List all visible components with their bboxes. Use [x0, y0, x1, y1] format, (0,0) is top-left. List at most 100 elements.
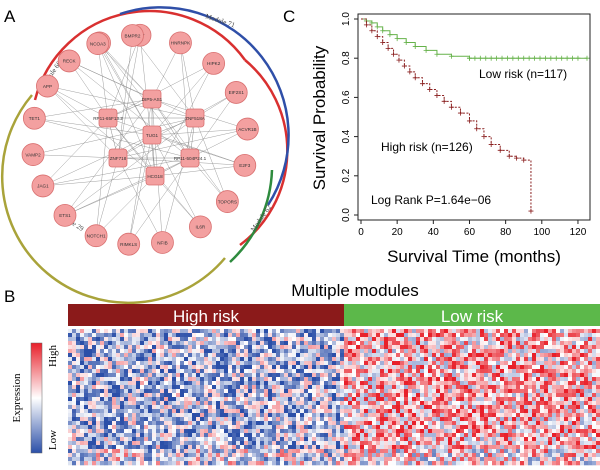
lncrna-node-dip5-as1[interactable] — [142, 89, 162, 109]
heatmap-cell — [108, 429, 113, 434]
heatmap-cell — [128, 409, 133, 414]
gene-node-hnrnpk[interactable] — [169, 31, 192, 55]
heatmap-cell — [516, 405, 521, 410]
heatmap-cell — [120, 437, 125, 442]
gene-node-ets1[interactable] — [53, 203, 77, 227]
heatmap-cell — [208, 349, 213, 354]
gene-node-bmpr2[interactable] — [121, 24, 144, 47]
heatmap-cell — [212, 369, 217, 374]
heatmap-cell — [228, 381, 233, 386]
heatmap-cell — [512, 353, 517, 358]
heatmap-cell — [396, 353, 401, 358]
heatmap-cell — [480, 461, 485, 466]
heatmap-cell — [436, 401, 441, 406]
heatmap-cell — [80, 381, 85, 386]
heatmap-cell — [292, 417, 297, 422]
heatmap-cell — [476, 381, 481, 386]
gene-node-il6r[interactable] — [188, 215, 212, 239]
heatmap-cell — [556, 345, 561, 350]
gene-node-reck[interactable] — [57, 49, 81, 73]
heatmap-cell — [208, 345, 213, 350]
heatmap-cell — [164, 369, 169, 374]
heatmap-cell — [576, 401, 581, 406]
gene-node-hipk2[interactable] — [202, 51, 226, 75]
lncrna-node-rp11-65f13-2[interactable] — [98, 108, 118, 128]
heatmap-cell — [220, 397, 225, 402]
heatmap-cell — [180, 353, 185, 358]
heatmap-cell — [576, 385, 581, 390]
heatmap-cell — [272, 401, 277, 406]
lncrna-node-rp11-504p24-1[interactable] — [180, 148, 200, 168]
heatmap-cell — [384, 381, 389, 386]
gene-node-tet1[interactable] — [22, 106, 46, 130]
heatmap-cell — [496, 341, 501, 346]
heatmap-cell — [360, 417, 365, 422]
heatmap-cell — [224, 425, 229, 430]
heatmap-cell — [512, 437, 517, 442]
heatmap-cell — [96, 445, 101, 450]
gene-node-eif2s1[interactable] — [224, 81, 248, 104]
heatmap-cell — [260, 389, 265, 394]
heatmap-cell — [364, 429, 369, 434]
heatmap-cell — [464, 385, 469, 390]
heatmap-cell — [536, 385, 541, 390]
gene-node-jag1[interactable] — [31, 174, 55, 198]
heatmap-cell — [340, 349, 345, 354]
heatmap-cell — [268, 349, 273, 354]
gene-node-nfib[interactable] — [151, 231, 174, 254]
heatmap-cell — [76, 393, 81, 398]
heatmap-cell — [552, 333, 557, 338]
heatmap-cell — [288, 361, 293, 366]
lncrna-node-hcg18[interactable] — [145, 166, 165, 186]
heatmap-cell — [428, 393, 433, 398]
gene-node-rimkls[interactable] — [117, 232, 141, 256]
heatmap-cell — [172, 361, 177, 366]
heatmap-cell — [268, 461, 273, 466]
lncrna-node-tug1[interactable] — [142, 125, 162, 145]
gene-node-vamp2[interactable] — [21, 143, 45, 166]
heatmap-cell — [424, 413, 429, 418]
heatmap-cell — [136, 433, 141, 438]
heatmap-cell — [360, 389, 365, 394]
lncrna-node-znf718[interactable] — [108, 148, 128, 168]
heatmap-cell — [568, 413, 573, 418]
heatmap-cell — [552, 425, 557, 430]
heatmap-cell — [576, 409, 581, 414]
gene-node-topors[interactable] — [215, 190, 239, 213]
lncrna-node-znf518a[interactable] — [185, 108, 205, 128]
heatmap-cell — [236, 409, 241, 414]
heatmap-cell — [456, 377, 461, 382]
heatmap-cell — [536, 413, 541, 418]
heatmap-cell — [212, 429, 217, 434]
heatmap-cell — [292, 353, 297, 358]
heatmap-cell — [576, 389, 581, 394]
heatmap-cell — [476, 341, 481, 346]
heatmap-cell — [412, 357, 417, 362]
censor-mark — [380, 28, 386, 34]
heatmap-cell — [272, 393, 277, 398]
heatmap-cell — [360, 381, 365, 386]
gene-node-app[interactable] — [36, 74, 59, 98]
heatmap-cell — [532, 389, 537, 394]
gene-node-acvr1b[interactable] — [236, 117, 259, 141]
heatmap-cell — [216, 353, 221, 358]
heatmap-cell — [400, 425, 405, 430]
heatmap-cell — [512, 421, 517, 426]
gene-node-notch1[interactable] — [84, 224, 108, 248]
heatmap-cell — [564, 449, 569, 454]
heatmap-cell — [200, 445, 205, 450]
heatmap-cell — [244, 433, 249, 438]
heatmap-cell — [172, 425, 177, 430]
heatmap-cell — [76, 425, 81, 430]
heatmap-cell — [180, 441, 185, 446]
gene-node-ncoa3[interactable] — [86, 32, 110, 55]
heatmap-cell — [96, 405, 101, 410]
gene-node-e2f3[interactable] — [233, 153, 257, 177]
heatmap-cell — [368, 329, 373, 334]
heatmap-cell — [112, 333, 117, 338]
heatmap-cell — [360, 453, 365, 458]
heatmap-cell — [376, 453, 381, 458]
heatmap-cell — [520, 437, 525, 442]
heatmap-cell — [540, 353, 545, 358]
heatmap-cell — [284, 381, 289, 386]
